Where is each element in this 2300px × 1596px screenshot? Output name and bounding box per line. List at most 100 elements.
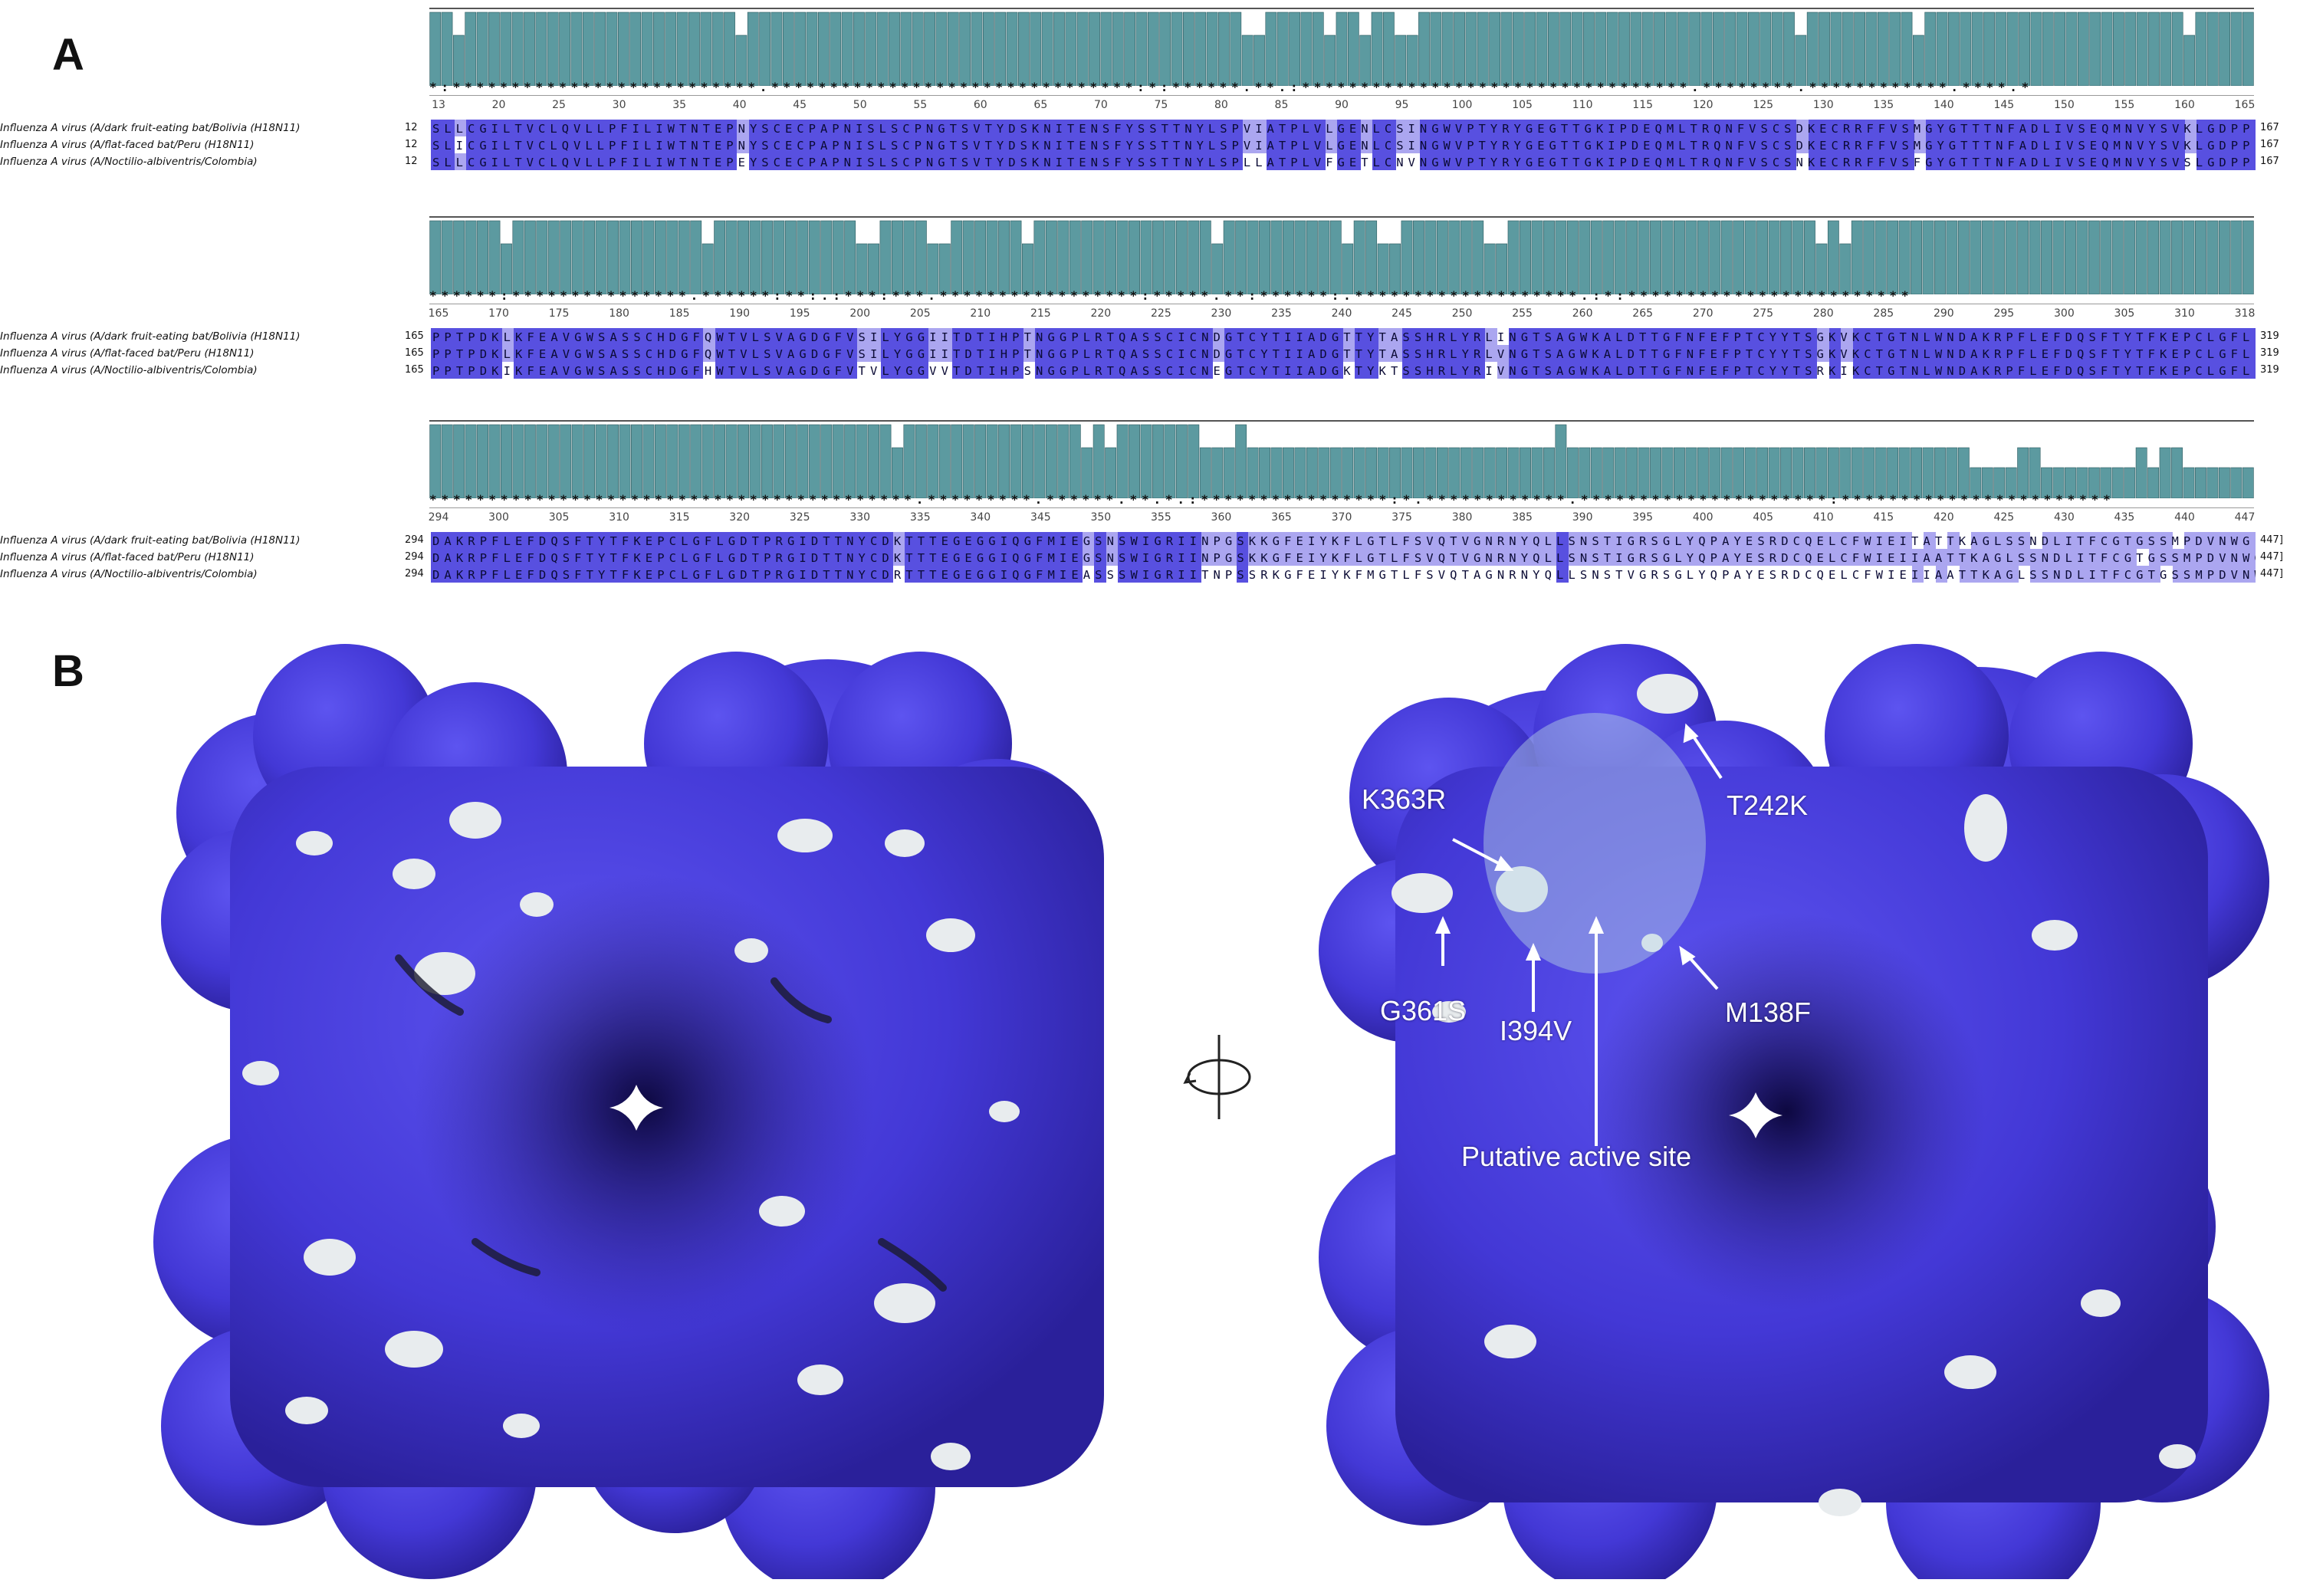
position-ruler: 13 20 25 30 35 40 45 50 55 60 65 70 75 80 85 90 95 100 105… bbox=[429, 95, 2255, 113]
conservation-bar bbox=[1744, 447, 1756, 498]
position-ruler: 294 300 305 310 315 320 325 330 335 340 345 350 355 3… bbox=[429, 507, 2255, 525]
sequence-text: SLLCGILTVCLQVLLPFILIWTNTEPNYSCECPAPNISLS… bbox=[432, 122, 2255, 136]
variant-residue-highlight bbox=[1663, 549, 1675, 566]
conservation-bar bbox=[1306, 447, 1318, 498]
ruler-tick: 35 bbox=[672, 99, 687, 111]
sequence-start: 294 bbox=[405, 551, 424, 563]
conservation-bar bbox=[2171, 11, 2183, 86]
variant-residue-highlight bbox=[869, 328, 882, 345]
conservation-bar bbox=[1795, 34, 1807, 86]
conservation-bar bbox=[1602, 447, 1615, 498]
conservation-bar bbox=[2195, 220, 2206, 294]
sequence-name: Influenza A virus (A/dark fruit-eating b… bbox=[0, 330, 301, 343]
variant-residue-highlight bbox=[1390, 328, 1403, 345]
conservation-bar bbox=[2136, 11, 2148, 86]
conservation-bar bbox=[1697, 220, 1709, 294]
sequence-residues: SLLCGILTVCLQVLLPFILIWTNTEPEYSCECPAPNISLS… bbox=[431, 153, 2256, 170]
conservation-bar bbox=[1806, 11, 1819, 86]
conservation-bar bbox=[749, 424, 761, 498]
ruler-tick: 175 bbox=[548, 307, 570, 320]
sequence-start: 294 bbox=[405, 534, 424, 546]
ruler-tick: 315 bbox=[669, 511, 690, 524]
ruler-tick: 190 bbox=[729, 307, 751, 320]
variant-residue-highlight bbox=[1947, 549, 1960, 566]
conservation-bar bbox=[1441, 11, 1454, 86]
variant-residue-highlight bbox=[1769, 566, 1782, 583]
conservation-bar bbox=[1934, 220, 1946, 294]
conservation-bar bbox=[1484, 447, 1496, 498]
conservation-bar bbox=[1010, 220, 1022, 294]
conservation-bar bbox=[559, 11, 570, 86]
variant-residue-highlight bbox=[1201, 532, 1213, 549]
variant-residue-highlight bbox=[1817, 328, 1829, 345]
conservation-bar bbox=[1112, 11, 1124, 86]
variant-residue-highlight bbox=[1924, 549, 1936, 566]
variant-residue-highlight bbox=[2137, 549, 2149, 566]
conservation-bar bbox=[749, 220, 761, 294]
variant-residue-highlight bbox=[1343, 549, 1355, 566]
conservation-bar bbox=[1887, 447, 1899, 498]
conservation-bar bbox=[1188, 220, 1200, 294]
variant-residue-highlight bbox=[1023, 362, 1036, 379]
variant-residue-highlight bbox=[1627, 566, 1640, 583]
conservation-bar bbox=[1254, 34, 1265, 86]
variant-residue-highlight bbox=[1710, 532, 1723, 549]
conservation-bar bbox=[1815, 447, 1828, 498]
conservation-bar bbox=[524, 11, 535, 86]
variant-residue-highlight bbox=[1243, 136, 1255, 153]
conservation-bar bbox=[1312, 11, 1324, 86]
rotation-icon bbox=[1183, 1035, 1251, 1119]
variant-residue-highlight bbox=[1533, 549, 1545, 566]
conservation-bar bbox=[2113, 11, 2124, 86]
conservation-bar bbox=[1911, 447, 1922, 498]
variant-residue-highlight bbox=[1485, 549, 1497, 566]
conservation-bar bbox=[1283, 447, 1294, 498]
conservation-bar bbox=[582, 11, 594, 86]
variant-residue-highlight bbox=[2208, 549, 2220, 566]
conservation-bar bbox=[1230, 11, 1242, 86]
conservation-bar bbox=[1081, 220, 1093, 294]
conservation-bar bbox=[1092, 220, 1105, 294]
sequence-row: Influenza A virus (A/Noctilio-albiventri… bbox=[0, 362, 2300, 379]
conservation-bar bbox=[653, 11, 665, 86]
variant-residue-highlight bbox=[1876, 532, 1888, 549]
conservation-bar bbox=[477, 220, 488, 294]
conservation-bar bbox=[986, 220, 998, 294]
conservation-histogram bbox=[429, 216, 2254, 294]
conservation-bar bbox=[759, 11, 770, 86]
conservation-bar bbox=[1819, 11, 1830, 86]
conservation-bar bbox=[1771, 11, 1783, 86]
sequence-start: 165 bbox=[405, 364, 424, 376]
conservation-bar bbox=[1069, 220, 1081, 294]
variant-residue-highlight bbox=[1361, 136, 1373, 153]
variant-residue-highlight bbox=[1710, 549, 1723, 566]
variant-residue-highlight bbox=[2220, 532, 2233, 549]
conservation-bar bbox=[844, 424, 856, 498]
active-site-highlight bbox=[1484, 713, 1706, 974]
conservation-bar bbox=[1081, 447, 1093, 498]
variant-residue-highlight bbox=[1544, 549, 1557, 566]
conservation-bar bbox=[1559, 11, 1572, 86]
variant-residue-highlight bbox=[501, 362, 514, 379]
ruler-tick: 310 bbox=[2174, 307, 2195, 320]
conservation-bar bbox=[477, 424, 488, 498]
conservation-bar bbox=[1448, 447, 1460, 498]
conservation-bar bbox=[1089, 11, 1100, 86]
conservation-bar bbox=[1365, 447, 1378, 498]
sequence-name: Influenza A virus (A/Noctilio-albiventri… bbox=[0, 568, 258, 580]
conservation-bar bbox=[951, 220, 963, 294]
variant-residue-highlight bbox=[1888, 566, 1901, 583]
conservation-bar bbox=[1194, 11, 1207, 86]
conservation-bar bbox=[1092, 424, 1105, 498]
conservation-bar bbox=[595, 220, 607, 294]
conservation-bar bbox=[2183, 34, 2195, 86]
conservation-bar bbox=[1780, 220, 1792, 294]
ruler-tick: 318 bbox=[2234, 307, 2256, 320]
conservation-bar bbox=[2206, 220, 2219, 294]
ruler-tick: 125 bbox=[1753, 99, 1774, 111]
variant-residue-highlight bbox=[1283, 532, 1296, 549]
variant-residue-highlight bbox=[703, 328, 715, 345]
sequence-residues: SLLCGILTVCLQVLLPFILIWTNTEPNYSCECPAPNISLS… bbox=[431, 120, 2256, 136]
variant-residue-highlight bbox=[1781, 532, 1794, 549]
ruler-tick: 340 bbox=[970, 511, 991, 524]
